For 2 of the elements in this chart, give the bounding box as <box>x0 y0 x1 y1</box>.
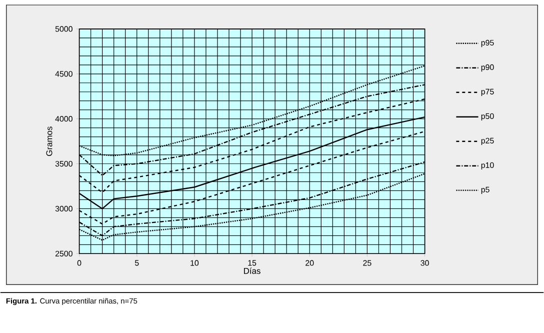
x-axis-title: Días <box>244 268 260 274</box>
y-axis-title: Gramos <box>46 126 52 156</box>
